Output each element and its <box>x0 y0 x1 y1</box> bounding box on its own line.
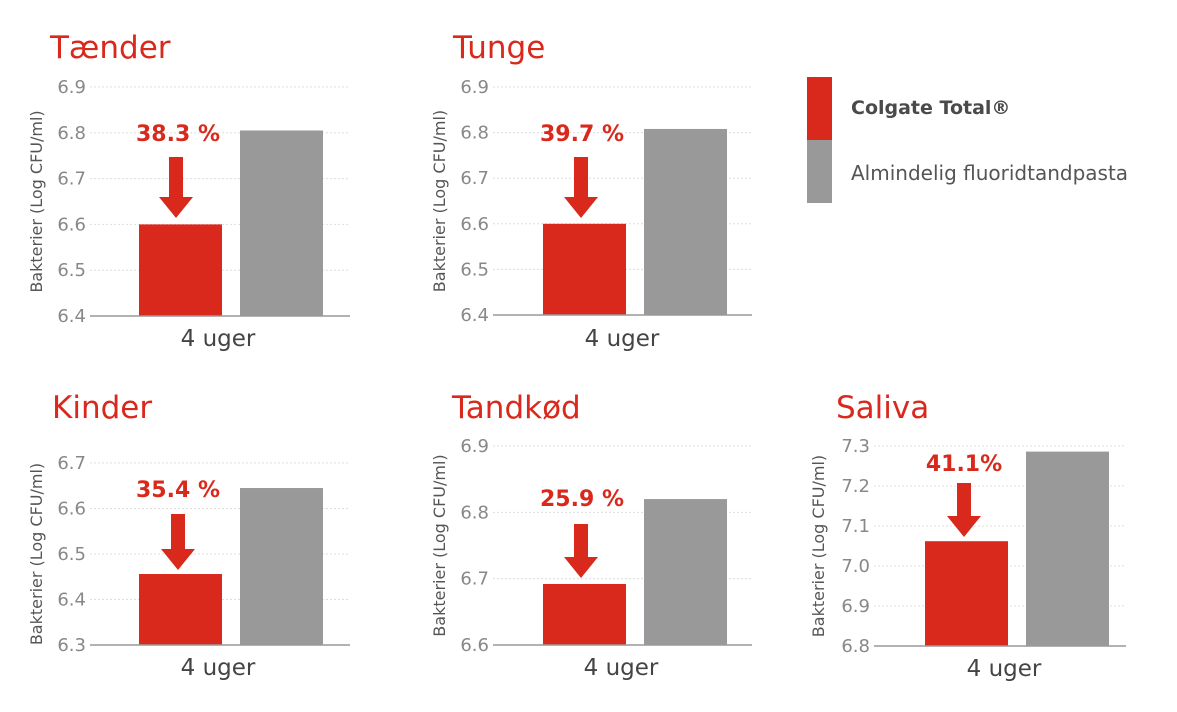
x-category-label: 4 uger <box>585 326 660 352</box>
bar-fluoride-toothpaste <box>240 130 323 316</box>
y-tick-label: 6.6 <box>57 214 86 235</box>
y-tick-label: 7.0 <box>841 556 870 577</box>
y-tick-label: 6.9 <box>460 436 489 457</box>
y-tick-label: 6.7 <box>460 569 489 590</box>
y-tick-label: 6.9 <box>57 77 86 98</box>
y-axis-label: Bakterier (Log CFU/ml) <box>430 110 449 292</box>
legend: Colgate Total® Almindelig fluoridtandpas… <box>807 77 1167 207</box>
chart-title: Tænder <box>49 30 171 66</box>
legend-swatch-fluoride-toothpaste <box>807 140 832 203</box>
chart-panel-3: Kinder Bakterier (Log CFU/ml) 6.7 6.6 6.5 6.4… <box>27 390 350 681</box>
chart-title: Saliva <box>836 390 929 426</box>
y-tick-label: 6.8 <box>460 123 489 144</box>
y-tick-label: 6.6 <box>460 214 489 235</box>
y-tick-label: 6.7 <box>460 168 489 189</box>
y-tick-label: 6.6 <box>57 499 86 520</box>
chart-title: Kinder <box>52 390 152 426</box>
x-category-label: 4 uger <box>967 656 1042 682</box>
y-tick-label: 7.2 <box>841 476 870 497</box>
y-tick-label: 7.3 <box>841 436 870 457</box>
chart-panel-1: Tænder Bakterier (Log CFU/ml) 6.9 6.8 6.7 6.6… <box>27 30 350 352</box>
legend-swatch-colgate-total <box>807 77 832 140</box>
x-category-label: 4 uger <box>181 326 256 352</box>
y-tick-label: 6.5 <box>460 259 489 280</box>
reduction-percentage: 39.7 % <box>540 122 624 147</box>
y-axis-label: Bakterier (Log CFU/ml) <box>430 454 449 636</box>
y-tick-label: 6.5 <box>57 544 86 565</box>
y-tick-label: 6.4 <box>57 306 86 327</box>
bar-colgate-total <box>139 574 222 645</box>
legend-label-colgate-total: Colgate Total® <box>851 97 1011 119</box>
reduction-arrow-icon <box>161 514 195 570</box>
bar-fluoride-toothpaste <box>644 499 727 645</box>
reduction-percentage: 25.9 % <box>540 487 624 512</box>
bar-fluoride-toothpaste <box>240 488 323 645</box>
y-tick-label: 6.4 <box>460 305 489 326</box>
y-tick-label: 6.4 <box>57 590 86 611</box>
y-tick-label: 6.5 <box>57 260 86 281</box>
x-category-label: 4 uger <box>181 655 256 681</box>
reduction-percentage: 41.1% <box>926 452 1002 477</box>
y-tick-label: 6.7 <box>57 169 86 190</box>
chart-panel-4: Tandkød Bakterier (Log CFU/ml) 6.9 6.8 6.7 6.… <box>430 390 752 681</box>
chart-panel-2: Tunge Bakterier (Log CFU/ml) 6.9 6.8 6.7 6.6 6… <box>430 30 752 352</box>
y-axis-label: Bakterier (Log CFU/ml) <box>27 110 46 292</box>
chart-title: Tunge <box>452 30 545 66</box>
bar-colgate-total <box>139 224 222 316</box>
reduction-percentage: 38.3 % <box>136 122 220 147</box>
chart-title: Tandkød <box>451 390 581 426</box>
bar-colgate-total <box>543 223 626 315</box>
bar-colgate-total <box>925 541 1008 646</box>
y-axis-label: Bakterier (Log CFU/ml) <box>27 463 46 645</box>
reduction-arrow-icon <box>159 157 193 218</box>
y-tick-label: 6.9 <box>841 596 870 617</box>
y-tick-label: 6.9 <box>460 77 489 98</box>
reduction-arrow-icon <box>564 524 598 578</box>
y-tick-label: 6.3 <box>57 635 86 656</box>
bar-colgate-total <box>543 583 626 645</box>
y-tick-label: 6.8 <box>57 123 86 144</box>
y-axis-label: Bakterier (Log CFU/ml) <box>809 455 828 637</box>
bar-fluoride-toothpaste <box>1026 451 1109 646</box>
y-tick-label: 6.8 <box>460 502 489 523</box>
y-tick-label: 6.6 <box>460 635 489 656</box>
chart-panel-5: Saliva Bakterier (Log CFU/ml) 7.3 7.2 7.1 7.0… <box>809 390 1126 682</box>
y-tick-label: 6.7 <box>57 453 86 474</box>
reduction-percentage: 35.4 % <box>136 478 220 503</box>
reduction-arrow-icon <box>564 157 598 218</box>
y-tick-label: 7.1 <box>841 516 870 537</box>
y-tick-label: 6.8 <box>841 636 870 657</box>
legend-label-fluoride-toothpaste: Almindelig fluoridtandpasta <box>851 161 1129 185</box>
bar-fluoride-toothpaste <box>644 128 727 315</box>
reduction-arrow-icon <box>947 483 981 537</box>
x-category-label: 4 uger <box>584 655 659 681</box>
